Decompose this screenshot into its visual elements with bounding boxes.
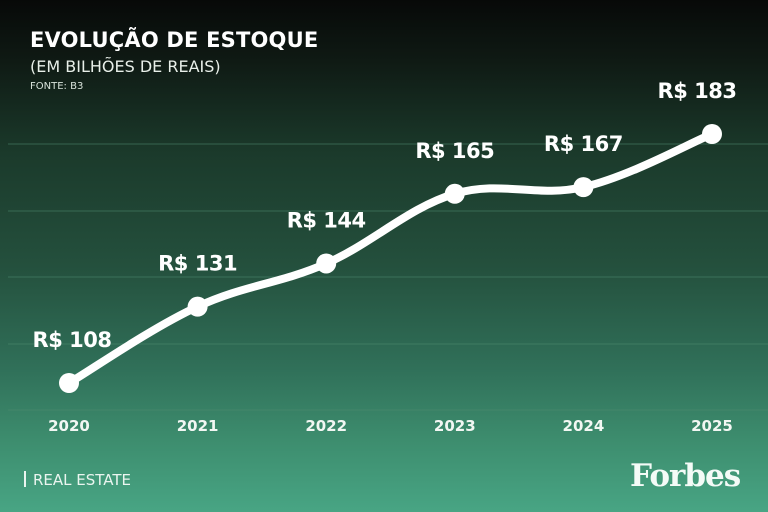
section-label: REAL ESTATE	[33, 471, 132, 489]
data-point-marker	[59, 373, 79, 393]
data-point-marker	[573, 177, 594, 198]
data-value-label: R$ 167	[544, 132, 623, 156]
chart-source: FONTE: B3	[30, 81, 84, 92]
x-axis-year-label: 2021	[177, 417, 219, 435]
section-divider	[24, 471, 26, 487]
forbes-logo: Forbes	[630, 458, 741, 494]
data-value-label: R$ 183	[658, 79, 737, 103]
data-value-label: R$ 131	[158, 252, 237, 276]
data-markers	[59, 124, 722, 393]
chart-subtitle: (EM BILHÕES DE REAIS)	[30, 57, 221, 76]
data-value-label: R$ 165	[415, 139, 494, 163]
x-axis-year-label: 2024	[563, 417, 605, 435]
x-axis-year-label: 2020	[48, 417, 90, 435]
data-line	[65, 130, 716, 387]
data-value-label: R$ 108	[33, 328, 112, 352]
data-labels: R$ 108 R$ 131 R$ 144 R$ 165 R$ 167 R$ 183	[33, 79, 737, 352]
x-axis-labels: 2020 2021 2022 2023 2024 2025	[48, 417, 733, 435]
x-axis-year-label: 2025	[691, 417, 733, 435]
x-axis-year-label: 2023	[434, 417, 476, 435]
data-point-marker	[316, 253, 337, 274]
chart-title: EVOLUÇÃO DE ESTOQUE	[30, 28, 319, 52]
gridlines	[8, 143, 768, 411]
data-point-marker	[444, 183, 465, 204]
data-value-label: R$ 144	[287, 208, 366, 232]
section-tag: REAL ESTATE	[24, 471, 131, 489]
x-axis-year-label: 2022	[305, 417, 347, 435]
data-point-marker	[702, 124, 722, 144]
data-point-marker	[187, 296, 208, 317]
